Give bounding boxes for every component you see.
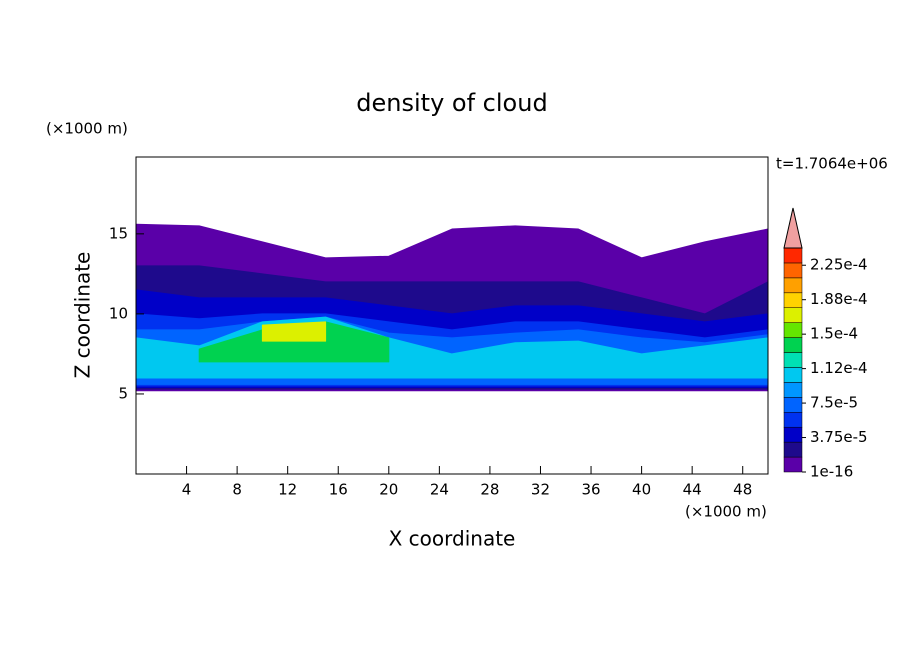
colorbar-box bbox=[783, 352, 803, 368]
x-tick-label: 4 bbox=[182, 481, 192, 499]
colorbar-box bbox=[783, 397, 803, 413]
colorbar-box bbox=[783, 441, 803, 458]
x-tick-label: 24 bbox=[430, 481, 449, 499]
y-tick-label: 15 bbox=[109, 224, 128, 242]
x-tick-label: 36 bbox=[581, 481, 600, 499]
colorbar-box bbox=[783, 247, 803, 264]
colorbar-label: 7.5e-5 bbox=[810, 394, 858, 412]
y-axis-label: Z coordinate bbox=[71, 252, 95, 379]
colorbar-label: 1.88e-4 bbox=[810, 290, 868, 308]
colorbar-box bbox=[783, 426, 803, 443]
contour-band bbox=[261, 321, 327, 342]
colorbar-box bbox=[783, 412, 803, 428]
colorbar-label: 2.25e-4 bbox=[810, 256, 868, 274]
x-tick-label: 8 bbox=[232, 481, 242, 499]
x-tick-label: 16 bbox=[329, 481, 348, 499]
colorbar-box bbox=[783, 307, 803, 323]
x-tick-label: 28 bbox=[480, 481, 499, 499]
colorbar-box bbox=[783, 292, 803, 308]
colorbar-over bbox=[783, 207, 803, 249]
x-tick-label: 32 bbox=[531, 481, 550, 499]
colorbar-box bbox=[783, 367, 803, 383]
x-tick-label: 44 bbox=[683, 481, 702, 499]
time-label: t=1.7064e+06 bbox=[776, 155, 888, 173]
colorbar-label: 1.12e-4 bbox=[810, 359, 868, 377]
x-tick-label: 20 bbox=[379, 481, 398, 499]
colorbar-box bbox=[783, 262, 803, 279]
x-tick-label: 12 bbox=[278, 481, 297, 499]
colorbar-box bbox=[783, 456, 803, 473]
colorbar-box bbox=[783, 322, 803, 338]
y-tick-label: 5 bbox=[118, 384, 128, 402]
y-tick-label: 10 bbox=[109, 304, 128, 322]
plot-frame bbox=[135, 156, 769, 475]
colorbar-box bbox=[783, 277, 803, 294]
y-unit: (×1000 m) bbox=[46, 120, 128, 138]
colorbar-box bbox=[783, 382, 803, 398]
colorbar-box bbox=[783, 337, 803, 353]
x-tick-label: 40 bbox=[632, 481, 651, 499]
x-tick-label: 48 bbox=[733, 481, 752, 499]
chart-title: density of cloud bbox=[356, 89, 547, 117]
x-unit: (×1000 m) bbox=[685, 503, 767, 521]
colorbar-label: 1e-16 bbox=[810, 463, 853, 481]
colorbar-label: 3.75e-5 bbox=[810, 428, 868, 446]
x-axis-label: X coordinate bbox=[389, 527, 516, 551]
colorbar-label: 1.5e-4 bbox=[810, 325, 858, 343]
